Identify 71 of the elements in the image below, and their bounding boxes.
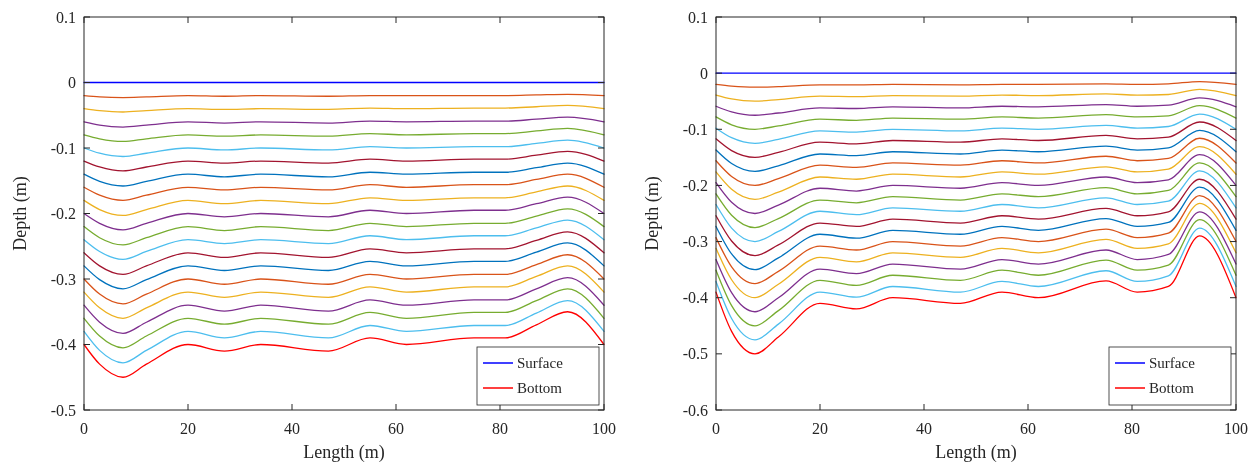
y-axis-title: Depth (m) [10,176,31,251]
y-tick-label: -0.1 [682,120,708,138]
line-series [715,88,1237,102]
y-axis-title: Depth (m) [642,176,663,251]
y-tick-label: -0.4 [682,289,708,307]
y-tick-label: -0.4 [50,336,76,354]
line-series [83,208,605,246]
line-series [83,150,605,172]
line-series [715,178,1237,257]
line-series [83,311,605,378]
line-series [715,121,1237,159]
line-series [83,242,605,290]
line-series [83,231,605,276]
line-series [715,227,1237,341]
line-series [83,277,605,335]
line-series [83,219,605,260]
x-tick-label: 20 [812,420,828,437]
y-tick-label: -0.5 [682,345,708,363]
legend-label: Bottom [1149,380,1195,397]
line-series [715,162,1237,229]
y-tick-label: -0.3 [50,270,76,288]
x-tick-label: 0 [80,420,88,437]
legend-label: Surface [517,355,564,372]
line-series [715,105,1237,130]
line-series [83,173,605,202]
line-series [83,104,605,113]
y-tick-label: 0.1 [56,8,76,26]
x-axis-title: Length (m) [303,442,385,463]
y-tick-label: 0.1 [688,8,708,26]
legend-label: Surface [1149,355,1196,372]
line-series [83,116,605,128]
x-tick-label: 40 [916,420,932,437]
x-axis-title: Length (m) [935,442,1017,463]
line-series [83,127,605,143]
line-series [715,211,1237,313]
y-tick-label: -0.3 [682,233,708,251]
line-series [83,162,605,187]
line-series [715,153,1237,215]
y-tick-label: -0.2 [50,205,76,223]
y-tick-label: -0.5 [50,401,76,419]
line-series [715,113,1237,144]
y-tick-label: 0 [68,74,76,92]
line-series [83,288,605,349]
line-series [83,185,605,217]
x-tick-label: 20 [180,420,196,437]
x-tick-label: 80 [492,420,508,437]
y-tick-label: -0.6 [682,401,708,419]
x-tick-label: 60 [388,420,404,437]
line-series [83,265,605,319]
y-tick-label: 0 [700,64,708,82]
line-series [83,254,605,305]
line-series [715,202,1237,299]
line-series [715,186,1237,271]
line-series [83,196,605,231]
x-tick-label: 100 [1224,420,1248,437]
line-series [715,137,1237,187]
line-series [715,129,1237,173]
x-tick-label: 60 [1020,420,1036,437]
y-tick-label: -0.1 [50,139,76,157]
x-tick-label: 0 [712,420,720,437]
line-series [715,194,1237,285]
x-tick-label: 100 [592,420,616,437]
x-tick-label: 40 [284,420,300,437]
line-series [715,146,1237,201]
line-series [715,219,1237,327]
y-tick-label: -0.2 [682,177,708,195]
line-series [715,235,1237,355]
line-series [715,97,1237,116]
x-tick-label: 80 [1124,420,1140,437]
legend-label: Bottom [517,380,563,397]
line-series [715,170,1237,243]
